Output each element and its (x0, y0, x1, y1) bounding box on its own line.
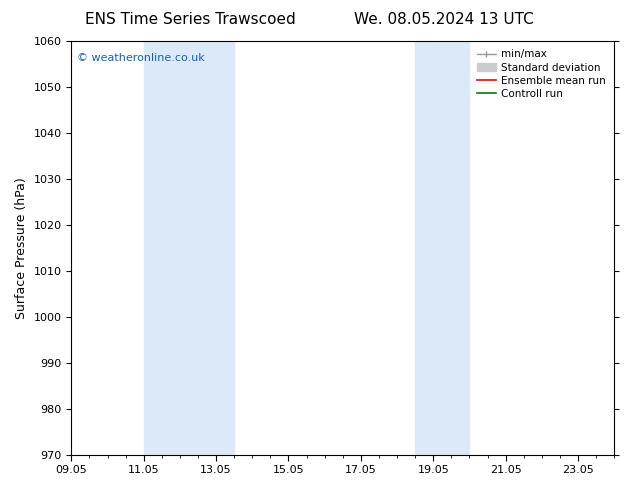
Text: © weatheronline.co.uk: © weatheronline.co.uk (77, 53, 205, 64)
Text: ENS Time Series Trawscoed: ENS Time Series Trawscoed (85, 12, 295, 27)
Legend: min/max, Standard deviation, Ensemble mean run, Controll run: min/max, Standard deviation, Ensemble me… (474, 46, 609, 102)
Text: We. 08.05.2024 13 UTC: We. 08.05.2024 13 UTC (354, 12, 534, 27)
Bar (415, 41, 469, 455)
Y-axis label: Surface Pressure (hPa): Surface Pressure (hPa) (15, 177, 28, 318)
Bar (144, 41, 234, 455)
